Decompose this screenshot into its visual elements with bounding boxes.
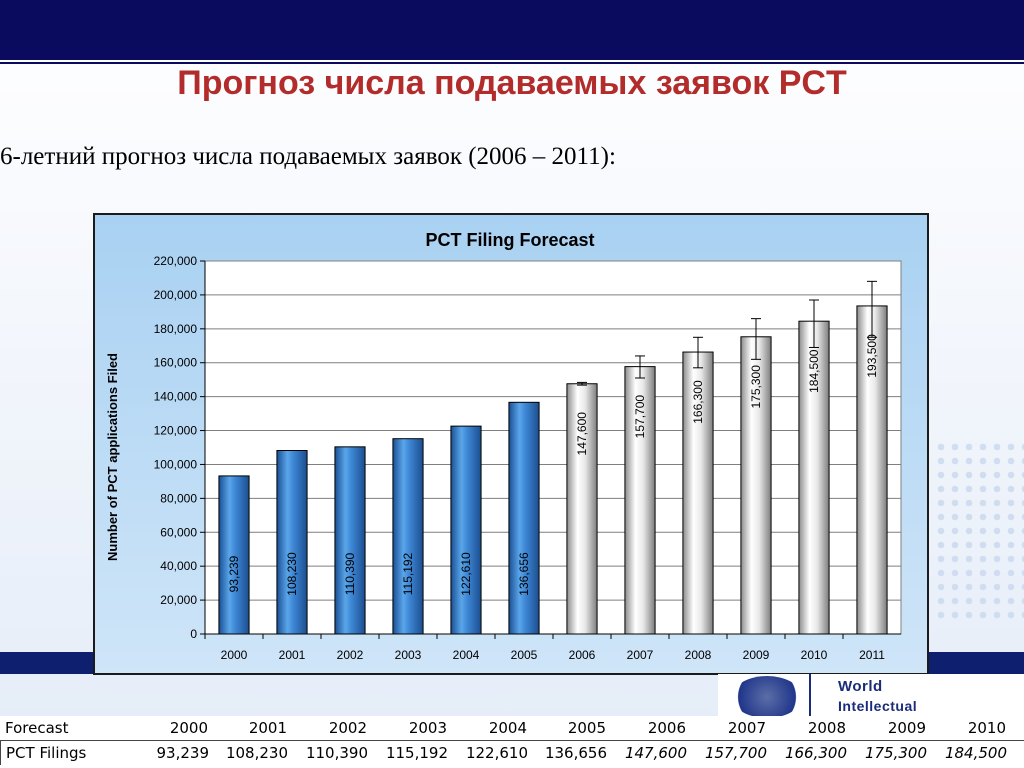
table-year-2005: 2005 [567,719,606,737]
wipo-seal-icon [732,676,802,718]
data-label: 193,500 [865,334,879,378]
x-tick-label: 2003 [395,648,422,662]
data-label: 108,230 [285,552,299,596]
chart-title: PCT Filing Forecast [425,230,594,250]
table-year-2004: 2004 [488,719,527,737]
slide-subtitle: 6-летний прогноз числа подаваемых заявок… [0,143,616,170]
bar-2005 [508,401,540,635]
wipo-emblem [718,674,811,720]
x-tick-label: 2011 [859,648,885,662]
x-tick-label: 2007 [627,648,654,662]
table-year-2001: 2001 [248,719,287,737]
bar-2011 [856,305,888,635]
header-bar [0,0,1024,60]
bar-2009 [740,336,772,635]
x-tick-label: 2009 [743,648,770,662]
y-tick-label: 120,000 [154,424,198,438]
table-year-2006: 2006 [647,719,686,737]
table-cell: 122,610 [465,744,528,762]
table-cell: 157,700 [704,744,767,762]
table-cell: 93,239 [156,744,210,762]
table-header-row: Forecast 2000 2001 2002 2003 2004 2005 2006 200… [0,716,1024,741]
y-tick-label: 60,000 [160,525,197,539]
data-label: 157,700 [633,395,647,439]
forecast-table: Forecast 2000 2001 2002 2003 2004 2005 2006 200… [0,716,1024,768]
chart-panel: PCT Filing Forecast Number of PCT applic… [93,213,929,675]
table-row: PCT Filings 93,239 108,230 110,390 115,192 1… [0,741,1024,765]
y-tick-label: 220,000 [154,254,198,268]
plot-area [204,260,902,635]
decorative-dots [934,440,1024,620]
logo-line-1: World [838,678,883,695]
table-cell: 115,192 [385,744,448,762]
x-tick-label: 2006 [569,648,596,662]
table-year-2002: 2002 [328,719,367,737]
table-cell: 110,390 [305,744,368,762]
x-tick-label: 2001 [279,648,306,662]
bar-2008 [682,351,714,635]
y-tick-label: 0 [190,627,197,641]
y-tick-label: 160,000 [154,356,198,370]
y-tick-label: 80,000 [160,491,197,505]
data-label: 115,192 [401,552,415,595]
table-cell: 136,656 [544,744,607,762]
x-tick-label: 2005 [511,648,538,662]
y-tick-label: 100,000 [154,457,198,471]
bar-2007 [624,366,656,635]
table-cell: 147,600 [624,744,687,762]
y-tick-label: 40,000 [160,559,197,573]
table-cell: 166,300 [784,744,847,762]
y-tick-label: 20,000 [160,593,197,607]
table-cell: 175,300 [864,744,927,762]
table-cell: 184,500 [944,744,1007,762]
table-year-2009: 2009 [887,719,926,737]
table-row-label: PCT Filings [6,744,87,762]
table-year-2003: 2003 [408,719,447,737]
table-year-2000: 2000 [169,719,208,737]
y-axis-label: Number of PCT applications Filed [105,353,120,561]
bar-2003 [392,438,424,635]
x-tick-label: 2002 [337,648,364,662]
bar-2000 [218,475,250,635]
y-tick-label: 180,000 [154,322,198,336]
table-year-2007: 2007 [727,719,766,737]
data-label: 166,300 [691,380,705,424]
table-year-2010: 2010 [967,719,1006,737]
x-tick-label: 2000 [221,648,248,662]
bar-2002 [334,446,366,635]
data-label: 122,610 [459,552,473,596]
data-label: 110,390 [343,552,357,595]
data-label: 175,300 [749,365,763,409]
data-label: 136,656 [517,552,531,596]
table-header-label: Forecast [5,719,69,737]
y-tick-label: 140,000 [154,390,198,404]
data-label: 147,600 [575,412,589,456]
header-divider [0,62,1024,64]
y-tick-label: 200,000 [154,288,198,302]
bar-chart: PCT Filing Forecast Number of PCT applic… [105,230,902,662]
table-year-2008: 2008 [807,719,846,737]
slide-title: Прогноз числа подаваемых заявок PCT [177,64,847,102]
x-tick-label: 2004 [453,648,480,662]
wipo-logo: World Intellectual [718,674,1024,720]
logo-line-2: Intellectual [838,698,918,714]
x-tick-label: 2008 [685,648,712,662]
bar-2001 [276,450,308,635]
data-label: 184,500 [807,349,821,393]
table-cell: 108,230 [225,744,288,762]
x-tick-label: 2010 [801,648,828,662]
bar-2004 [450,425,482,635]
data-label: 93,239 [227,555,241,592]
